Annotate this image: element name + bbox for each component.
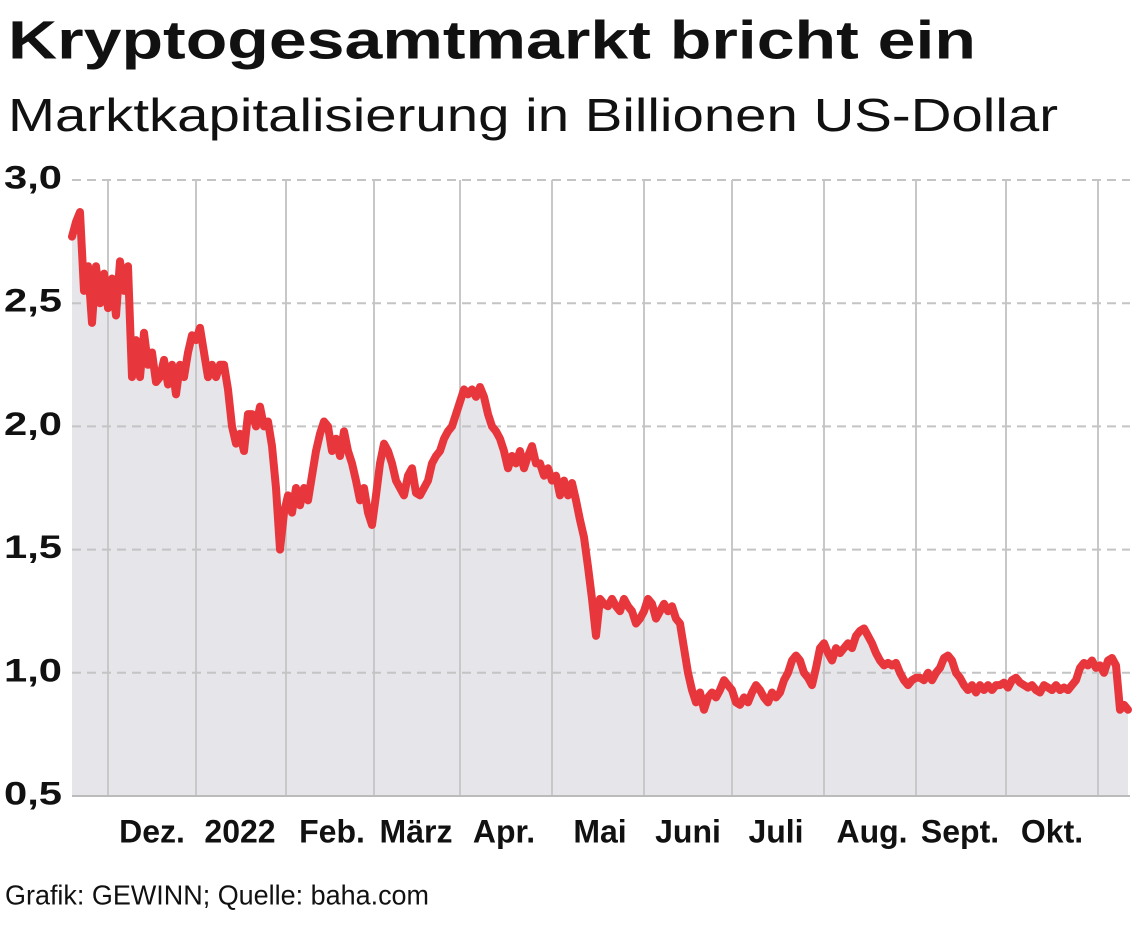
x-tick-label: Juni xyxy=(655,813,721,849)
y-tick-label: 2,0 xyxy=(4,406,62,442)
x-tick-label: Okt. xyxy=(1021,813,1083,849)
x-tick-label: Dez. xyxy=(119,813,185,849)
y-tick-label: 2,5 xyxy=(4,283,62,319)
area xyxy=(72,212,1128,797)
chart-subtitle: Marktkapitalisierung in Billionen US-Dol… xyxy=(8,89,1058,141)
x-tick-label: Juli xyxy=(748,813,803,849)
chart-title: Kryptogesamtmarkt bricht ein xyxy=(8,10,976,70)
x-tick-label: 2022 xyxy=(204,813,275,849)
x-tick-label: Sept. xyxy=(921,813,999,849)
source-note: Grafik: GEWINN; Quelle: baha.com xyxy=(5,879,429,910)
x-tick-label: Aug. xyxy=(836,813,907,849)
y-tick-label: 1,5 xyxy=(4,529,62,565)
y-tick-label: 0,5 xyxy=(4,775,62,811)
y-tick-label: 3,0 xyxy=(4,159,62,195)
x-tick-label: März xyxy=(380,813,453,849)
x-tick-label: Feb. xyxy=(299,813,365,849)
line xyxy=(68,208,1132,714)
x-tick-label: Mai xyxy=(573,813,626,849)
x-tick-label: Apr. xyxy=(473,813,535,849)
y-tick-label: 1,0 xyxy=(4,652,62,688)
